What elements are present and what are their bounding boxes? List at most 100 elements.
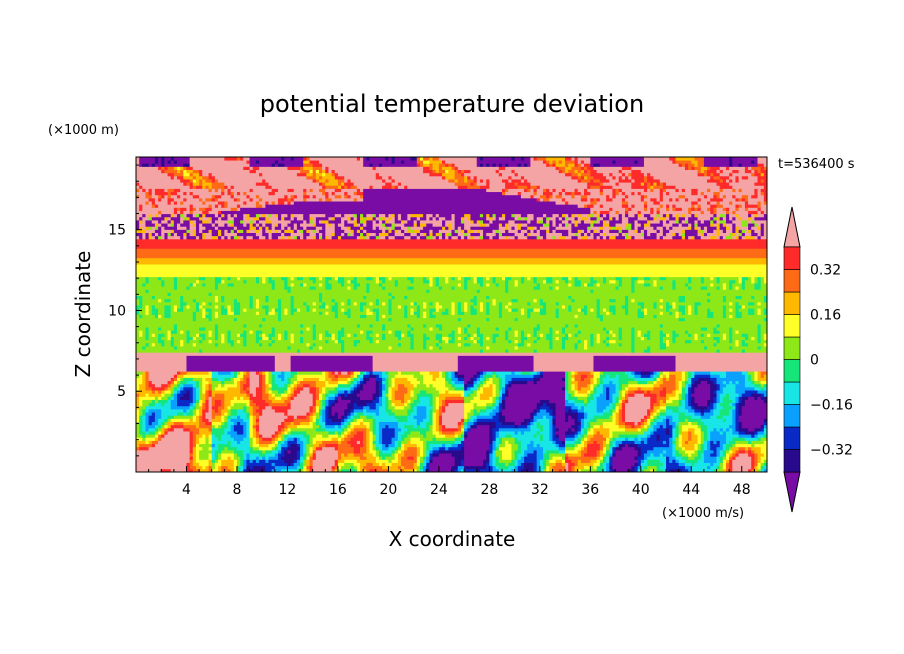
heatmap-cell <box>599 371 604 375</box>
heatmap-cell <box>382 396 386 400</box>
heatmap-cell <box>470 323 538 328</box>
heatmap-cell <box>479 374 484 378</box>
heatmap-cell <box>419 305 424 309</box>
heatmap-cell <box>710 415 717 419</box>
heatmap-cell <box>189 446 194 451</box>
heatmap-cell <box>221 402 225 407</box>
heatmap-cell <box>255 415 260 419</box>
heatmap-cell <box>656 434 661 438</box>
heatmap-cell <box>517 342 525 347</box>
heatmap-cell <box>315 405 320 410</box>
heatmap-cell <box>479 396 490 400</box>
heatmap-cell <box>574 383 579 388</box>
heatmap-cell <box>552 336 557 341</box>
heatmap-cell <box>309 405 314 410</box>
heatmap-cell <box>303 468 307 472</box>
heatmap-cell <box>432 437 437 441</box>
heatmap-cell <box>252 418 257 422</box>
heatmap-cell <box>315 383 326 388</box>
heatmap-cell <box>741 283 746 287</box>
heatmap-cell <box>725 449 730 454</box>
heatmap-cell <box>268 374 273 378</box>
heatmap-cell <box>385 286 408 290</box>
heatmap-cell <box>596 402 610 407</box>
heatmap-cell <box>233 459 238 463</box>
heatmap-cell <box>694 427 702 432</box>
heatmap-cell <box>136 333 140 337</box>
heatmap-cell <box>647 434 651 438</box>
heatmap-cell <box>653 412 657 416</box>
heatmap-cell <box>353 462 361 467</box>
heatmap-cell <box>224 412 228 416</box>
heatmap-cell <box>656 380 664 385</box>
heatmap-cell <box>281 421 285 426</box>
heatmap-cell <box>501 390 506 394</box>
heatmap-cell <box>170 468 187 472</box>
heatmap-cell <box>435 377 446 382</box>
heatmap-cell <box>438 283 459 287</box>
heatmap-cell <box>716 399 721 404</box>
heatmap-cell <box>296 468 301 472</box>
heatmap-cell <box>356 402 367 407</box>
heatmap-cell <box>214 342 219 347</box>
heatmap-cell <box>246 336 257 341</box>
heatmap-cell <box>372 311 377 315</box>
heatmap-cell <box>353 449 361 454</box>
heatmap-cell <box>609 443 613 448</box>
heatmap-cell <box>555 409 566 413</box>
heatmap-cell <box>527 342 531 347</box>
heatmap-cell <box>713 468 717 472</box>
heatmap-cell <box>167 380 172 385</box>
heatmap-cell <box>650 434 657 438</box>
heatmap-cell <box>306 453 310 457</box>
heatmap-cell <box>511 327 534 331</box>
heatmap-cell <box>584 339 588 344</box>
heatmap-cell <box>609 431 613 435</box>
heatmap-cell <box>139 386 146 391</box>
heatmap-cell <box>189 456 194 460</box>
heatmap-cell <box>593 374 601 378</box>
heatmap-cell <box>344 342 355 347</box>
heatmap-cell <box>763 374 767 378</box>
heatmap-cell <box>514 462 519 467</box>
heatmap-cell <box>224 380 235 385</box>
heatmap-cell <box>353 427 367 432</box>
heatmap-cell <box>716 440 721 445</box>
heatmap-cell <box>621 336 632 341</box>
heatmap-cell <box>729 462 733 467</box>
heatmap-cell <box>599 459 604 463</box>
heatmap-cell <box>243 418 250 422</box>
heatmap-cell <box>205 308 213 312</box>
heatmap-cell <box>268 305 279 309</box>
heatmap-cell <box>249 377 260 382</box>
heatmap-cell <box>419 371 430 375</box>
heatmap-cell <box>139 399 143 404</box>
heatmap-cell <box>684 283 689 287</box>
heatmap-cell <box>391 308 405 312</box>
heatmap-cell <box>382 371 386 375</box>
heatmap-cell <box>763 383 767 388</box>
heatmap-cell <box>606 462 610 467</box>
heatmap-cell <box>139 374 143 378</box>
heatmap-cell <box>277 449 282 454</box>
heatmap-cell <box>732 333 743 337</box>
heatmap-cell <box>186 390 191 394</box>
heatmap-cell <box>495 390 500 394</box>
heatmap-cell <box>584 424 588 429</box>
heatmap-cell <box>312 449 317 454</box>
heatmap-cell <box>691 399 695 404</box>
heatmap-cell <box>255 305 260 309</box>
heatmap-cell <box>416 305 421 309</box>
heatmap-cell <box>634 279 639 284</box>
heatmap-cell <box>221 380 225 385</box>
heatmap-cell <box>555 301 560 306</box>
heatmap-cell <box>662 330 673 334</box>
heatmap-cell <box>662 339 667 344</box>
heatmap-cell <box>271 327 276 331</box>
heatmap-cell <box>533 434 538 438</box>
heatmap-cell <box>725 465 730 470</box>
heatmap-cell <box>517 317 601 322</box>
heatmap-cell <box>457 371 478 375</box>
heatmap-cell <box>369 405 377 410</box>
heatmap-cell <box>271 383 279 388</box>
